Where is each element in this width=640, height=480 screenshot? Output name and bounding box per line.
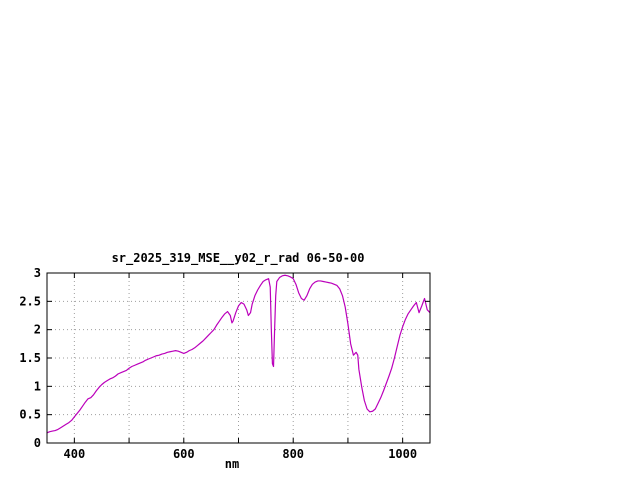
data-curve [46, 274, 431, 434]
plot-frame [46, 272, 431, 444]
y-tick-label: 2 [34, 323, 41, 337]
chart-title: sr_2025_319_MSE__y02_r_rad 06-50-00 [112, 251, 365, 266]
radiance-line [46, 274, 431, 434]
y-tick-label: 0.5 [19, 408, 41, 422]
x-tick-label: 1000 [388, 447, 417, 461]
axis-tick-labels: 400 600 800 1000 0 0.5 1 1.5 2 2.5 3 [19, 266, 417, 461]
x-axis-label: nm [225, 457, 239, 471]
x-tick-label: 800 [282, 447, 304, 461]
y-tick-label: 3 [34, 266, 41, 280]
x-tick-label: 600 [173, 447, 195, 461]
x-tick-label: 400 [64, 447, 86, 461]
y-tick-label: 2.5 [19, 294, 41, 308]
y-tick-label: 1 [34, 379, 41, 393]
y-tick-label: 0 [34, 436, 41, 450]
axis-ticks [47, 272, 430, 444]
grid-lines [47, 272, 430, 444]
y-tick-label: 1.5 [19, 351, 41, 365]
